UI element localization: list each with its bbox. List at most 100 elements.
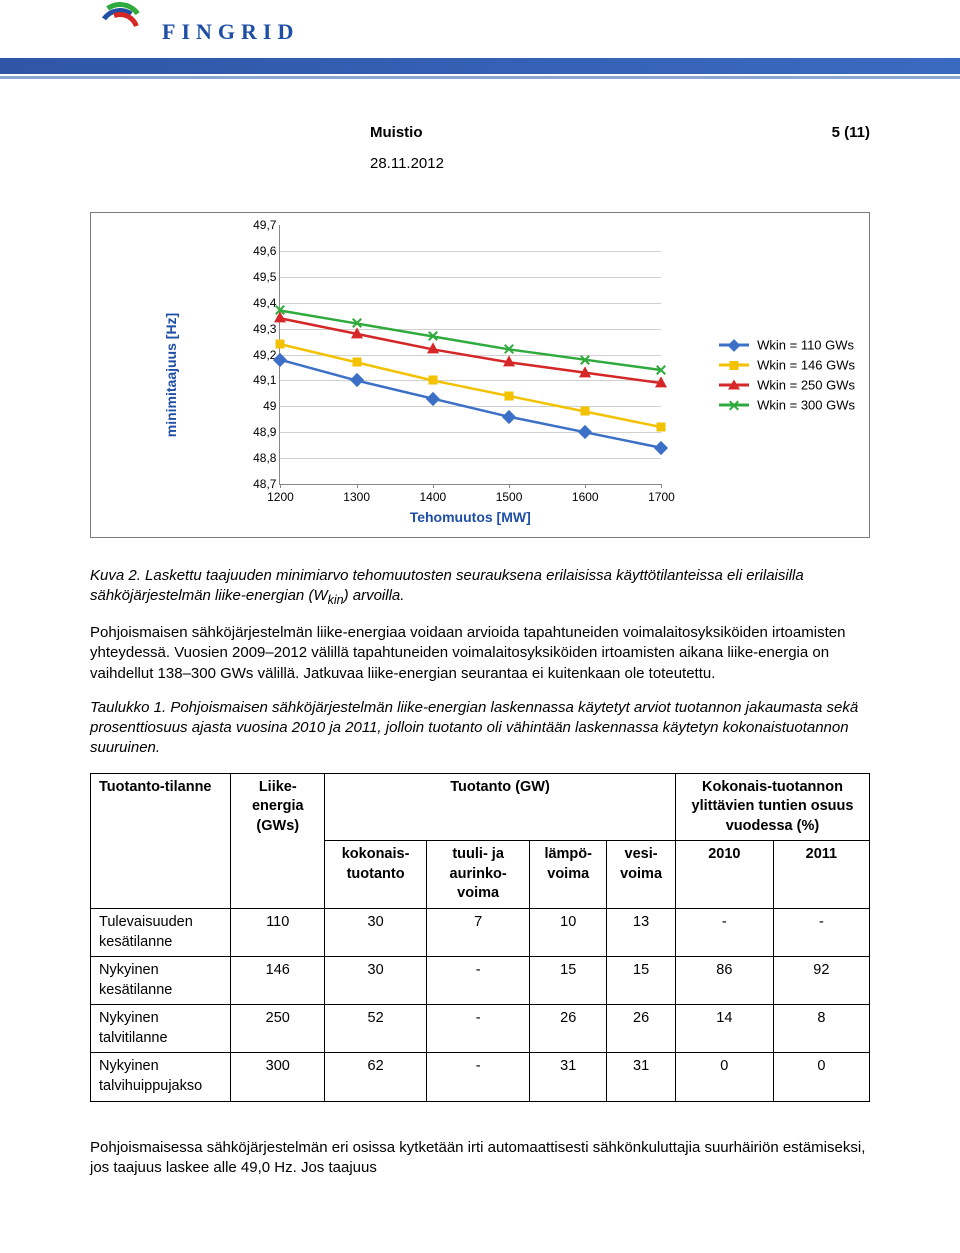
table-row: Tulevaisuuden kesätilanne1103071013-- — [91, 909, 870, 957]
th-energia: Liike-energia (GWs) — [231, 773, 325, 908]
th-vesi: vesi-voima — [607, 841, 676, 909]
cell-energy: 300 — [231, 1053, 325, 1101]
xtick-label: 1300 — [343, 490, 370, 504]
legend-item: Wkin = 250 GWs — [719, 378, 855, 393]
cell-wind: 7 — [427, 909, 530, 957]
chart-marker — [655, 364, 667, 376]
xtick-label: 1400 — [420, 490, 447, 504]
cell-2010: - — [675, 909, 773, 957]
chart-marker — [579, 354, 591, 366]
chart-marker — [427, 330, 439, 342]
chart-container: minimitaajuus [Hz] 49,749,649,549,449,34… — [90, 212, 870, 538]
ytick-label: 49,4 — [238, 296, 276, 310]
th-kokonais: kokonais-tuotanto — [325, 841, 427, 909]
legend-item: Wkin = 146 GWs — [719, 358, 855, 373]
chart-xlabel: Tehomuutos [MW] — [279, 509, 661, 525]
th-lampo: lämpö-voima — [530, 841, 607, 909]
table-row: Nykyinen talvihuippujakso30062-313100 — [91, 1053, 870, 1101]
cell-2011: 0 — [773, 1053, 869, 1101]
ytick-label: 49 — [238, 399, 276, 413]
logo: FINGRID — [90, 10, 299, 54]
cell-label: Nykyinen talvitilanne — [91, 1005, 231, 1053]
chart-marker — [655, 376, 667, 387]
chart-marker — [352, 358, 361, 367]
cell-hydro: 31 — [607, 1053, 676, 1101]
chart-marker — [657, 423, 666, 432]
logo-icon — [90, 10, 150, 54]
ytick-label: 49,3 — [238, 322, 276, 336]
chart-marker — [503, 343, 515, 355]
legend-item: Wkin = 300 GWs — [719, 398, 855, 413]
cell-2011: 8 — [773, 1005, 869, 1053]
body-text: Kuva 2. Laskettu taajuuden minimiarvo te… — [90, 566, 870, 1178]
th-tilanne: Tuotanto-tilanne — [91, 773, 231, 908]
ytick-label: 48,9 — [238, 425, 276, 439]
page-number: 5 (11) — [832, 124, 870, 141]
data-table: Tuotanto-tilanne Liike-energia (GWs) Tuo… — [90, 773, 870, 1102]
paragraph-1: Pohjoismaisen sähköjärjestelmän liike-en… — [90, 623, 870, 684]
doc-type: Muistio — [370, 124, 423, 141]
cell-heat: 26 — [530, 1005, 607, 1053]
cell-2010: 86 — [675, 957, 773, 1005]
th-2011: 2011 — [773, 841, 869, 909]
cell-heat: 15 — [530, 957, 607, 1005]
table-row: Nykyinen talvitilanne25052-2626148 — [91, 1005, 870, 1053]
chart-marker — [276, 340, 285, 349]
chart-marker — [428, 376, 437, 385]
doc-meta: Muistio 5 (11) 28.11.2012 — [90, 124, 870, 172]
chart-plot-area: 49,749,649,549,449,349,249,14948,948,848… — [279, 225, 661, 485]
th-2010: 2010 — [675, 841, 773, 909]
cell-hydro: 26 — [607, 1005, 676, 1053]
chart-marker — [505, 391, 514, 400]
th-osuus: Kokonais-tuotannon ylittävien tuntien os… — [675, 773, 869, 841]
cell-energy: 110 — [231, 909, 325, 957]
cell-2010: 0 — [675, 1053, 773, 1101]
legend-item: Wkin = 110 GWs — [719, 338, 855, 353]
doc-date: 28.11.2012 — [370, 155, 444, 172]
page: FINGRID Muistio 5 (11) 28.11.2012 minimi… — [0, 0, 960, 1252]
ytick-label: 49,6 — [238, 244, 276, 258]
cell-energy: 250 — [231, 1005, 325, 1053]
legend-label: Wkin = 250 GWs — [757, 378, 855, 393]
cell-hydro: 13 — [607, 909, 676, 957]
table-row: Nykyinen kesätilanne14630-15158692 — [91, 957, 870, 1005]
xtick-label: 1200 — [267, 490, 294, 504]
chart-marker — [579, 366, 591, 377]
chart-marker — [427, 343, 439, 354]
cell-2010: 14 — [675, 1005, 773, 1053]
ytick-label: 48,7 — [238, 477, 276, 491]
ytick-label: 49,1 — [238, 373, 276, 387]
th-tuotanto: Tuotanto (GW) — [325, 773, 676, 841]
chart-legend: Wkin = 110 GWs Wkin = 146 GWs Wkin = 250 G… — [719, 333, 855, 418]
ytick-label: 49,5 — [238, 270, 276, 284]
cell-wind: - — [427, 1005, 530, 1053]
cell-heat: 31 — [530, 1053, 607, 1101]
footer-paragraph: Pohjoismaisessa sähköjärjestelmän eri os… — [90, 1138, 870, 1179]
xtick-label: 1600 — [572, 490, 599, 504]
table-caption: Taulukko 1. Pohjoismaisen sähköjärjestel… — [90, 698, 870, 759]
xtick-label: 1700 — [648, 490, 675, 504]
chart-marker — [351, 317, 363, 329]
cell-label: Tulevaisuuden kesätilanne — [91, 909, 231, 957]
cell-total: 52 — [325, 1005, 427, 1053]
cell-2011: 92 — [773, 957, 869, 1005]
ytick-label: 49,7 — [238, 218, 276, 232]
legend-label: Wkin = 146 GWs — [757, 358, 855, 373]
chart-marker — [581, 407, 590, 416]
chart-ylabel: minimitaajuus [Hz] — [109, 225, 233, 525]
legend-label: Wkin = 110 GWs — [757, 338, 854, 353]
cell-label: Nykyinen kesätilanne — [91, 957, 231, 1005]
letterhead: FINGRID — [90, 0, 870, 110]
cell-2011: - — [773, 909, 869, 957]
cell-hydro: 15 — [607, 957, 676, 1005]
cell-total: 30 — [325, 957, 427, 1005]
ytick-label: 49,2 — [238, 348, 276, 362]
logo-text: FINGRID — [162, 19, 299, 45]
cell-heat: 10 — [530, 909, 607, 957]
cell-label: Nykyinen talvihuippujakso — [91, 1053, 231, 1101]
header-stripe — [0, 58, 960, 84]
cell-energy: 146 — [231, 957, 325, 1005]
ytick-label: 48,8 — [238, 451, 276, 465]
legend-label: Wkin = 300 GWs — [757, 398, 855, 413]
cell-total: 62 — [325, 1053, 427, 1101]
